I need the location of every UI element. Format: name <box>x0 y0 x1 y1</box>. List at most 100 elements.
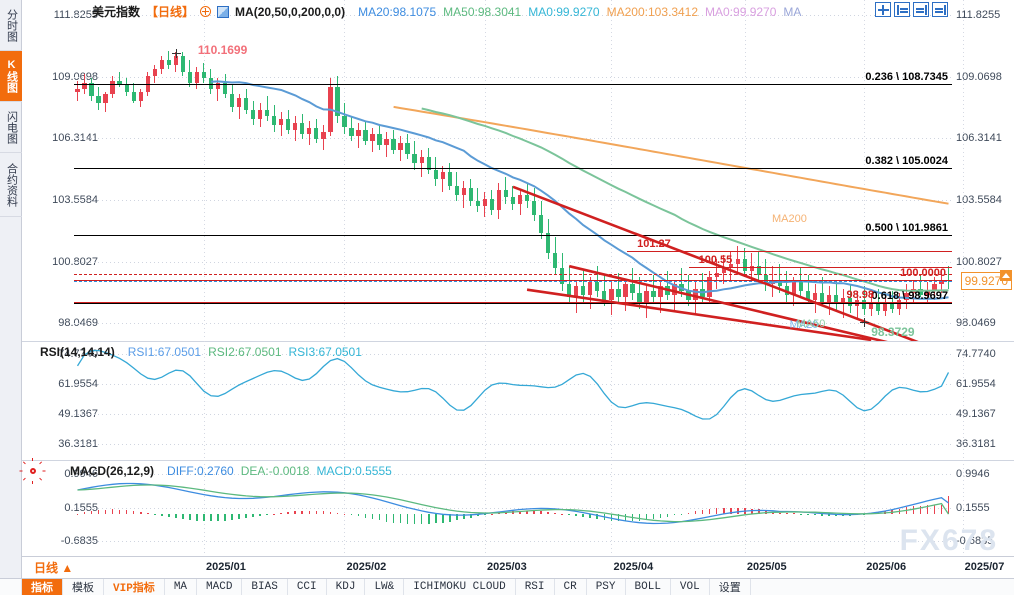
macd-histogram-bar <box>273 513 275 515</box>
toolbar-item-9[interactable]: ICHIMOKU CLOUD <box>404 579 516 595</box>
sidebar-item-contract-info[interactable]: 合约资料 <box>0 153 22 217</box>
sidebar-item-timeshare[interactable]: 分时图 <box>0 0 22 51</box>
candle-wick <box>266 96 268 121</box>
candle <box>798 0 804 340</box>
toolbar-item-13[interactable]: BOLL <box>626 579 671 595</box>
toolbar-item-4[interactable]: MACD <box>197 579 243 595</box>
candle <box>117 0 122 340</box>
candle-body <box>138 91 143 101</box>
level-line <box>74 302 952 304</box>
candle <box>272 0 277 340</box>
zoom-fit-left-icon[interactable] <box>894 2 910 17</box>
macd-histogram-bar <box>638 514 641 521</box>
candle <box>651 0 656 340</box>
macd-histogram-bar <box>161 514 163 516</box>
candle <box>658 0 663 340</box>
toolbar-item-14[interactable]: VOL <box>671 579 710 595</box>
macd-histogram-bar <box>786 513 788 515</box>
chart-area[interactable]: 111.8255 109.0698 106.3141 103.5584 100.8027… <box>19 0 1014 578</box>
toolbar-item-1[interactable]: 模板 <box>63 579 104 595</box>
fx678-watermark: FX678 <box>899 524 998 557</box>
candle <box>602 0 607 340</box>
bottom-toolbar[interactable]: 指标 模板 VIP指标 MA MACD BIAS CCI KDJ LW& ICHIMOKU CLO… <box>0 578 1014 595</box>
toolbar-item-11[interactable]: CR <box>555 579 587 595</box>
level-line <box>627 251 952 253</box>
candle <box>236 0 242 340</box>
candle <box>616 0 621 340</box>
candle-body <box>918 288 923 296</box>
macd-histogram-bar <box>139 511 142 514</box>
month-gridline <box>864 341 866 459</box>
rsi-line <box>76 349 950 420</box>
price-panel[interactable]: 111.8255 109.0698 106.3141 103.5584 100.8027… <box>22 0 1014 366</box>
toolbar-item-10[interactable]: RSI <box>516 579 555 595</box>
toolbar-item-3[interactable]: MA <box>165 579 198 595</box>
month-gridline <box>203 0 205 340</box>
candle-body <box>187 71 193 83</box>
sidebar-item-lightning[interactable]: 闪电图 <box>0 102 22 153</box>
macd-panel[interactable]: 0.9946 0.1555 -0.6835 0.9946 0.1555 -0.6835 … <box>19 458 1014 556</box>
settings-circle-icon[interactable] <box>200 6 212 17</box>
candle-body <box>883 304 888 311</box>
high-price-label: 110.1699 <box>197 42 248 57</box>
macd-histogram-bar <box>617 514 620 522</box>
candle <box>904 0 909 340</box>
ma50-tag: MA50 <box>796 317 826 330</box>
indicator-chart-icon[interactable] <box>217 5 230 18</box>
toolbar-item-12[interactable]: PSY <box>587 579 626 595</box>
macd-settings-icon[interactable] <box>19 458 46 484</box>
candle <box>482 0 488 340</box>
toolbar-item-7[interactable]: KDJ <box>327 579 366 595</box>
toolbar-item-2[interactable]: VIP指标 <box>104 579 165 595</box>
scroll-to-end-icon[interactable] <box>932 2 948 17</box>
candle <box>103 0 108 340</box>
macd-histogram-bar <box>294 511 297 514</box>
macd-histogram-bar <box>83 512 86 514</box>
candle-wick <box>667 270 669 300</box>
price-scroll-arrow[interactable] <box>1000 269 1012 281</box>
rsi-axis-label-right: 74.7740 <box>956 348 996 361</box>
candle <box>412 0 417 340</box>
candle <box>567 0 572 340</box>
month-gridline <box>962 0 964 340</box>
toolbar-item-6[interactable]: CCI <box>288 579 327 595</box>
candle <box>552 0 558 340</box>
current-price-tag: 99.9270 <box>960 272 1012 291</box>
rsi-panel[interactable]: 74.7740 61.9554 49.1367 36.3181 74.7740 61.9… <box>22 341 1014 459</box>
toolbar-item-8[interactable]: LW& <box>365 579 405 595</box>
period-selector-button[interactable]: 日线 ▲ <box>30 559 82 580</box>
rsi-axis-label-right: 36.3181 <box>956 438 996 451</box>
toolbar-spacer <box>0 579 22 595</box>
candle <box>138 0 143 340</box>
candle <box>559 0 565 340</box>
panel-divider <box>22 460 1014 461</box>
candle <box>644 0 649 340</box>
candle-body <box>538 214 544 233</box>
candle <box>342 0 347 340</box>
month-gridline <box>203 341 205 459</box>
macd-histogram-bar <box>259 514 261 516</box>
chart-tool-buttons[interactable] <box>875 2 948 17</box>
candle-body <box>862 299 867 309</box>
crosshair-tool-icon[interactable] <box>875 2 891 17</box>
candle <box>897 0 902 340</box>
high-marker-icon <box>171 49 181 59</box>
ma-indicator-title: MA(20,50,0,200,0,0) <box>235 4 346 19</box>
candle <box>222 0 228 340</box>
rsi-plot[interactable] <box>74 341 964 459</box>
toolbar-item-5[interactable]: BIAS <box>242 579 288 595</box>
candle <box>918 0 923 340</box>
macd-plot[interactable] <box>74 460 964 556</box>
toolbar-item-0[interactable]: 指标 <box>22 579 63 595</box>
price-gridline <box>74 261 952 263</box>
candle-body <box>524 194 530 202</box>
macd-histogram-bar <box>821 514 823 516</box>
candle <box>321 0 326 340</box>
toolbar-item-15[interactable]: 设置 <box>710 579 751 595</box>
candle <box>257 0 263 340</box>
macd-axis-label-right: 0.1555 <box>956 501 990 514</box>
zoom-fit-right-icon[interactable] <box>913 2 929 17</box>
candle <box>925 0 930 340</box>
price-plot[interactable]: 0.236 \ 108.7345 0.382 \ 105.0024 0.500 \ … <box>74 0 978 366</box>
sidebar-item-kline[interactable]: K线图 <box>0 51 22 102</box>
